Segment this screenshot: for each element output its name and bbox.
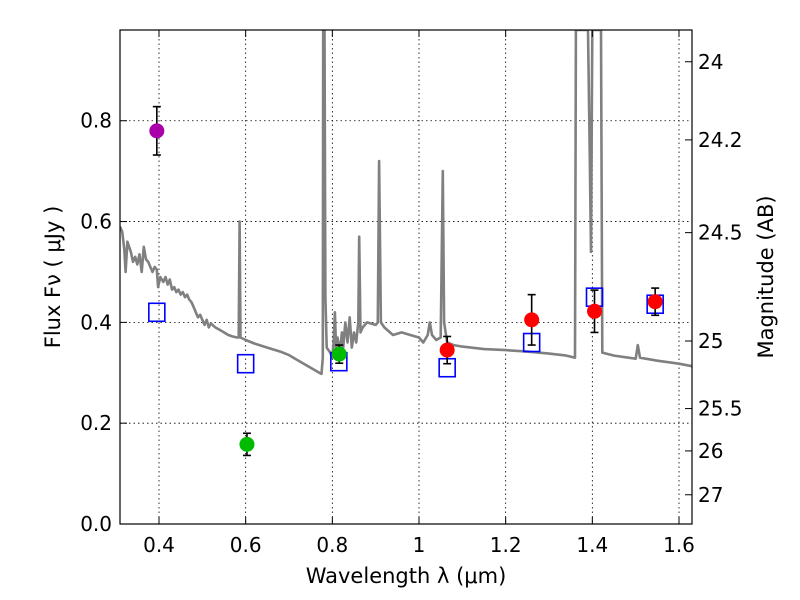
right-tick-label: 24 [698, 50, 723, 74]
observed-nir-point [524, 312, 540, 328]
y-tick-label: 0.6 [80, 210, 112, 234]
observed-optical-point [239, 436, 255, 452]
model-photometry-point [236, 353, 255, 374]
x-tick-label: 0.8 [316, 533, 348, 557]
plot-frame [119, 29, 693, 525]
x-tick-label: 1.2 [490, 533, 522, 557]
x-tick-label: 1.4 [576, 533, 608, 557]
data-points [148, 105, 664, 457]
x-tick-label: 1 [413, 533, 426, 557]
right-tick-label: 27 [698, 483, 723, 507]
y-axis-right-label: Magnitude (AB) [754, 195, 778, 358]
right-tick-label: 24.5 [698, 221, 743, 245]
x-tick-label: 1.6 [663, 533, 695, 557]
y-tick-label: 0.2 [80, 411, 112, 435]
axis-ticks: 0.4 0.6 0.8 1 1.2 1.4 1.6 0.0 0.2 0.4 0.6 0.8 24 24.2… [80, 30, 743, 557]
x-tick-label: 0.4 [143, 533, 175, 557]
observed-nir-point [587, 303, 602, 319]
right-tick-label: 24.2 [698, 128, 743, 152]
observed-uv-point [149, 123, 165, 139]
y-tick-label: 0.4 [80, 310, 112, 334]
right-tick-label: 25 [698, 329, 723, 353]
x-tick-label: 0.6 [230, 533, 262, 557]
observed-nir-point [439, 342, 455, 358]
y-tick-label: 0.8 [80, 109, 112, 133]
y-axis-label: Flux Fν ( μJy ) [41, 206, 65, 349]
right-tick-label: 25.5 [698, 397, 743, 421]
x-axis-label: Wavelength λ (μm) [306, 564, 507, 588]
observed-nir-point [647, 294, 663, 310]
right-tick-label: 26 [698, 439, 723, 463]
y-tick-label: 0.0 [80, 512, 112, 536]
observed-optical-point [331, 346, 347, 362]
model-photometry-point [148, 302, 166, 323]
